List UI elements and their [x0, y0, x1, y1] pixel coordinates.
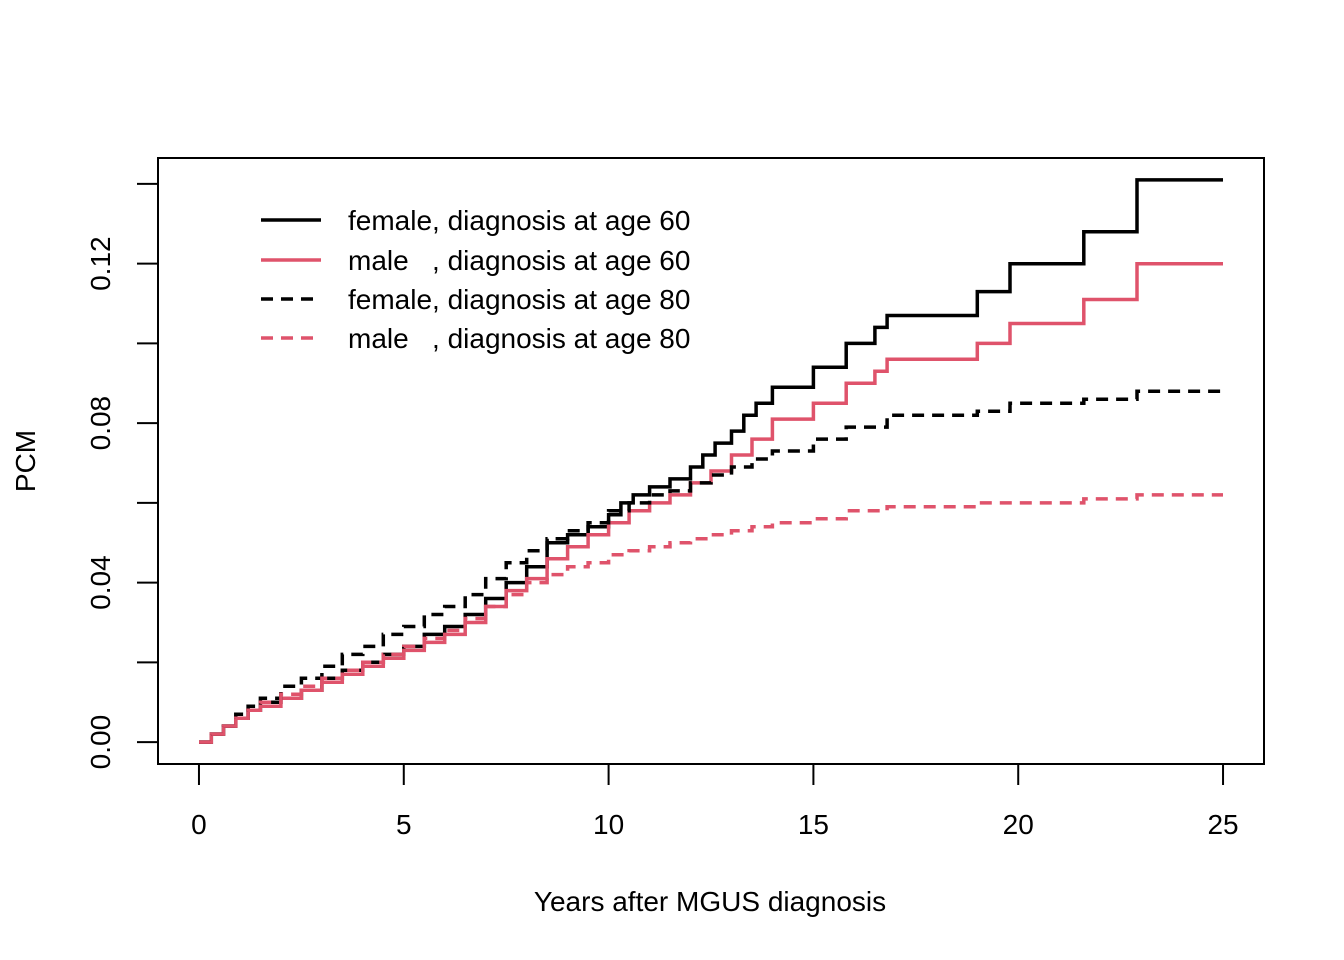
y-tick-label: 0.12: [85, 236, 116, 291]
y-axis: 0.00 0.04 0.08 0.12: [85, 182, 159, 770]
x-tick-label: 15: [798, 809, 829, 840]
series-line-3: [199, 387, 1225, 744]
x-tick-label: 0: [191, 809, 207, 840]
x-tick-label: 10: [593, 809, 624, 840]
y-tick-label: 0.08: [85, 396, 116, 451]
plot-box: [157, 157, 1265, 765]
series-layer: [199, 178, 1225, 744]
x-tick-label: 25: [1207, 809, 1238, 840]
x-tick-label: 20: [1003, 809, 1034, 840]
legend-label-1: female, diagnosis at age 60: [348, 205, 690, 236]
y-tick-label: 0.04: [85, 555, 116, 610]
y-axis-title: PCM: [10, 430, 41, 492]
x-axis: 0 5 10 15 20 25: [191, 763, 1239, 840]
series-line-4: [199, 493, 1223, 744]
legend-label-2: male , diagnosis at age 60: [348, 245, 690, 276]
x-axis-title: Years after MGUS diagnosis: [534, 886, 886, 917]
legend: female, diagnosis at age 60 male , diagno…: [261, 205, 690, 354]
legend-label-3: female, diagnosis at age 80: [348, 284, 690, 315]
x-tick-label: 5: [396, 809, 412, 840]
legend-label-4: male , diagnosis at age 80: [348, 323, 690, 354]
y-tick-label: 0.00: [85, 715, 116, 770]
series-line-2: [199, 261, 1223, 744]
